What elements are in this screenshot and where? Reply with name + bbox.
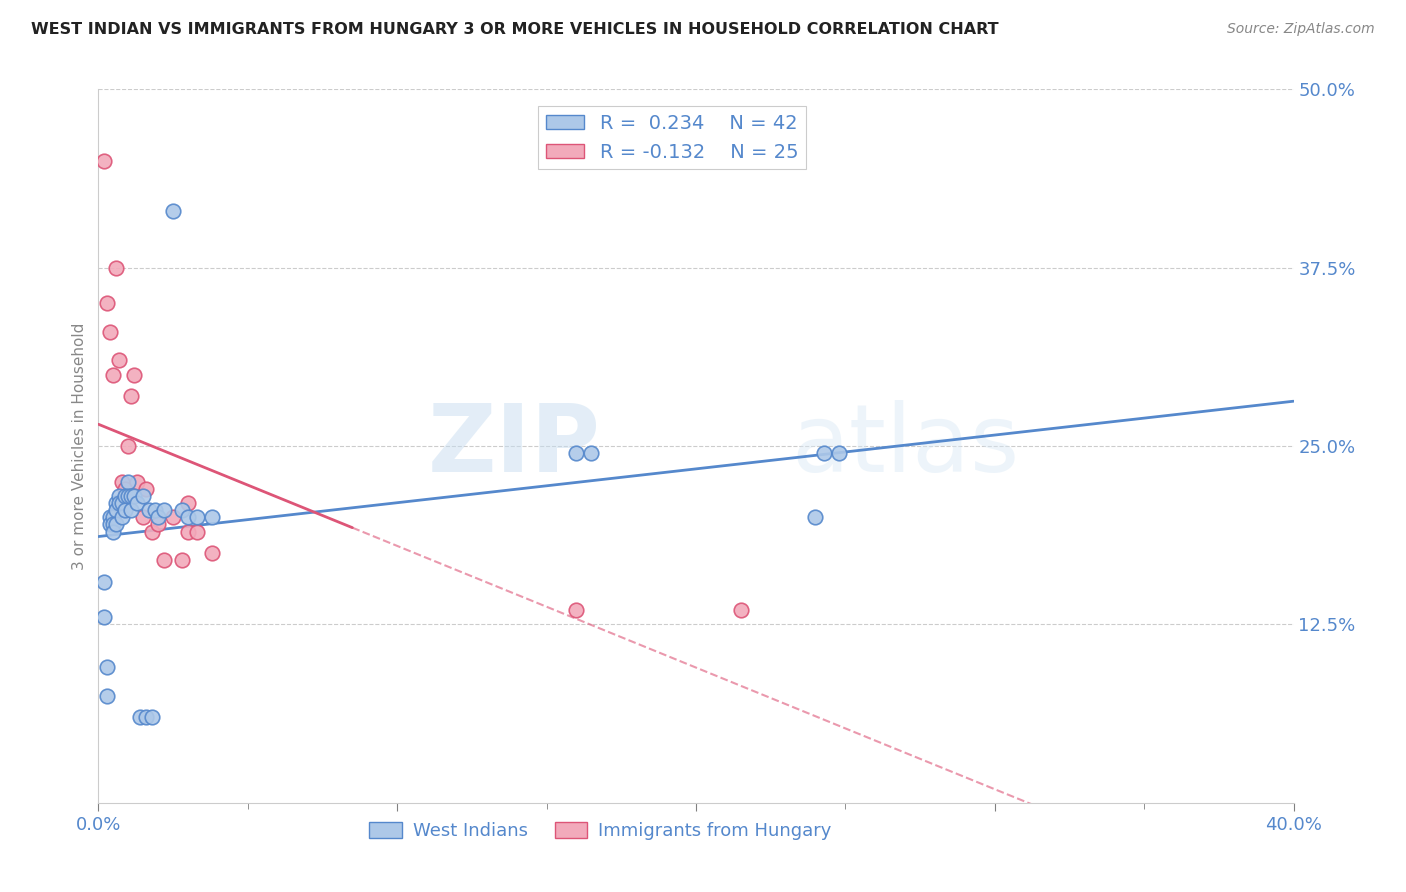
Point (565, 446, 588, 460)
Point (108, 496, 131, 510)
Point (105, 517, 128, 532)
Point (111, 510, 134, 524)
Point (124, 489, 146, 503)
Point (114, 503, 136, 517)
Text: atlas: atlas (792, 400, 1019, 492)
Point (114, 482, 136, 496)
Point (111, 475, 134, 489)
Point (117, 439, 139, 453)
Point (117, 489, 139, 503)
Point (98, 325, 122, 339)
Point (93, 153, 115, 168)
Point (96, 660, 118, 674)
Point (201, 510, 224, 524)
Point (138, 503, 160, 517)
Point (186, 510, 208, 524)
Point (565, 603, 588, 617)
Point (127, 475, 149, 489)
Text: ZIP: ZIP (427, 400, 600, 492)
Point (148, 510, 170, 524)
Point (98, 517, 122, 532)
Point (143, 503, 166, 517)
Point (828, 446, 851, 460)
Point (96, 296, 118, 310)
Point (177, 524, 200, 539)
Point (120, 389, 142, 403)
Point (93, 610, 115, 624)
Point (111, 496, 134, 510)
Point (117, 475, 139, 489)
Point (108, 353, 131, 368)
Point (120, 503, 142, 517)
Point (141, 524, 163, 539)
Point (148, 517, 170, 532)
Point (114, 489, 136, 503)
Point (108, 489, 131, 503)
Point (153, 553, 176, 567)
Point (162, 203, 184, 218)
Point (135, 482, 157, 496)
Point (730, 603, 752, 617)
Point (105, 260, 128, 275)
Point (103, 524, 125, 539)
Point (177, 496, 200, 510)
Point (201, 546, 224, 560)
Point (93, 574, 115, 589)
Point (135, 710, 157, 724)
Point (120, 489, 142, 503)
Point (804, 510, 827, 524)
Point (103, 517, 125, 532)
Point (813, 446, 835, 460)
Point (177, 510, 200, 524)
Point (98, 510, 122, 524)
Legend: West Indians, Immigrants from Hungary: West Indians, Immigrants from Hungary (363, 814, 838, 847)
Point (172, 503, 194, 517)
Text: Source: ZipAtlas.com: Source: ZipAtlas.com (1227, 22, 1375, 37)
Text: WEST INDIAN VS IMMIGRANTS FROM HUNGARY 3 OR MORE VEHICLES IN HOUSEHOLD CORRELATI: WEST INDIAN VS IMMIGRANTS FROM HUNGARY 3… (31, 22, 998, 37)
Point (127, 496, 149, 510)
Point (96, 689, 118, 703)
Point (162, 510, 184, 524)
Point (581, 446, 603, 460)
Point (103, 510, 125, 524)
Point (105, 496, 128, 510)
Point (141, 710, 163, 724)
Point (103, 368, 125, 382)
Y-axis label: 3 or more Vehicles in Household: 3 or more Vehicles in Household (72, 322, 87, 570)
Point (132, 510, 155, 524)
Point (105, 503, 128, 517)
Point (172, 553, 194, 567)
Point (186, 524, 208, 539)
Point (132, 489, 155, 503)
Point (124, 368, 146, 382)
Point (153, 503, 176, 517)
Point (129, 710, 152, 724)
